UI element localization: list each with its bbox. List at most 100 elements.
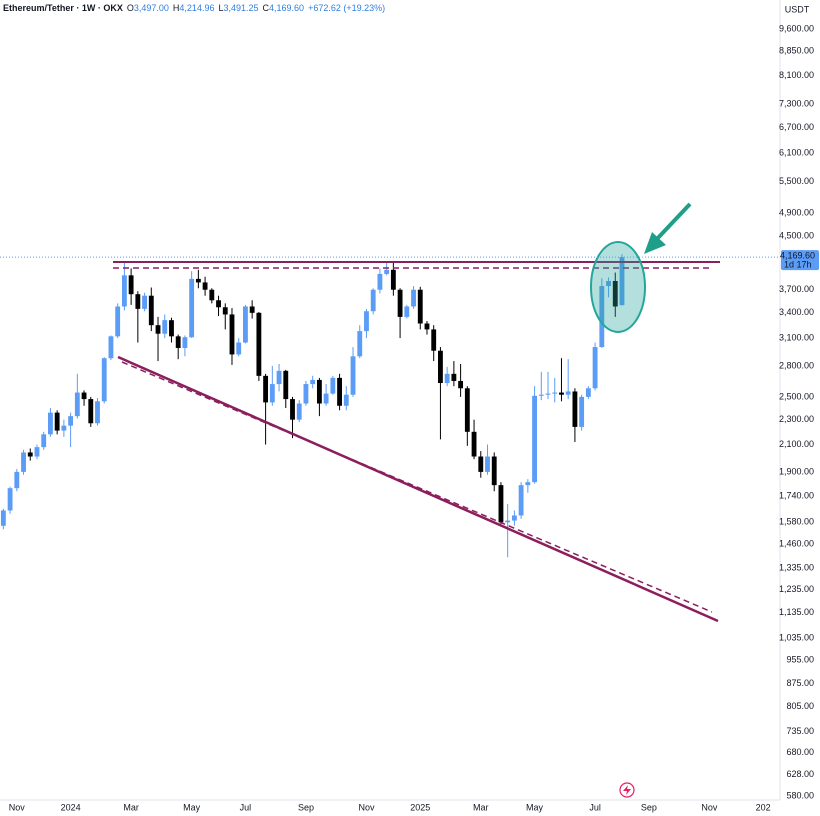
ohlc-value: 3,497.00	[134, 3, 169, 13]
candle-body	[222, 307, 228, 315]
candle-body	[471, 431, 477, 457]
y-tick-label: 4,500.00	[779, 231, 814, 241]
candle-body	[390, 269, 396, 290]
support-line	[117, 355, 719, 623]
candle-body	[182, 337, 188, 348]
candle-body	[81, 392, 87, 400]
candle-body	[438, 350, 443, 384]
candle-body	[142, 295, 147, 309]
candle-body	[310, 379, 316, 385]
candle-body	[404, 306, 410, 317]
y-tick-label: 1,335.00	[779, 563, 814, 573]
last-price-box	[781, 250, 819, 271]
candle-body	[7, 488, 13, 511]
currency: USDT	[785, 4, 810, 14]
ohlc-key: L	[218, 3, 223, 13]
candle-body	[269, 384, 275, 403]
candle-body	[444, 373, 450, 384]
y-tick-label: 1,740.00	[779, 490, 814, 500]
candle-body	[579, 396, 585, 427]
candle-body	[34, 447, 40, 457]
candle-body	[74, 392, 80, 417]
candle-body	[202, 282, 208, 290]
candle-body	[565, 391, 571, 395]
candle-body	[599, 286, 605, 348]
ohlc-key: C	[263, 3, 270, 13]
candle-body	[498, 485, 504, 523]
candle-body	[195, 278, 201, 283]
candle-body	[464, 388, 470, 432]
candle-body	[290, 399, 295, 420]
candle-body	[249, 306, 255, 313]
candle-body	[263, 375, 269, 403]
candle-body	[41, 434, 47, 448]
candle-body	[525, 482, 531, 486]
y-tick-label: 6,100.00	[779, 147, 814, 157]
x-tick-label: Nov	[701, 802, 718, 812]
y-tick-label: 628.00	[786, 769, 814, 779]
candle-body	[511, 515, 517, 521]
candle-body	[397, 289, 403, 317]
highlight-ellipse	[590, 241, 646, 333]
candle-body	[189, 278, 195, 338]
candle-body	[303, 384, 309, 404]
candle-body	[337, 377, 342, 406]
marks	[0, 254, 625, 558]
candle-body	[377, 273, 383, 290]
y-tick-label: 1,035.00	[779, 632, 814, 642]
candle-body	[27, 452, 33, 457]
candle-body	[101, 358, 107, 402]
y-tick-label: 3,700.00	[779, 284, 814, 294]
y-tick-label: 6,700.00	[779, 122, 814, 132]
y-tick-label: 2,100.00	[779, 439, 814, 449]
y-tick-label: 735.00	[786, 726, 814, 736]
y-tick-label: 9,600.00	[779, 24, 814, 34]
candle-body	[128, 275, 134, 295]
candle-body	[209, 289, 215, 301]
x-tick-label: Nov	[9, 802, 26, 812]
candle-body	[518, 485, 524, 516]
candle-body	[236, 342, 242, 355]
y-tick-label: 805.00	[786, 701, 814, 711]
x-tick-label: 2024	[61, 802, 81, 812]
y-tick-label: 875.00	[786, 678, 814, 688]
x-tick-label: Nov	[358, 802, 375, 812]
candle-body	[14, 471, 20, 489]
symbol: Ethereum/Tether · 1W · OKX	[3, 3, 123, 13]
candle-body	[296, 403, 302, 420]
y-tick-label: 3,100.00	[779, 332, 814, 342]
candle-body	[115, 306, 121, 337]
x-tick-label: 202	[756, 802, 771, 812]
y-tick-label: 8,850.00	[779, 46, 814, 56]
candle-body	[95, 401, 100, 424]
y-tick-label: 955.00	[786, 654, 814, 664]
candle-body	[612, 281, 618, 307]
candle-body	[411, 289, 416, 307]
candle-body	[54, 412, 60, 431]
candle-body	[216, 300, 221, 308]
x-tick-label: Jul	[589, 802, 601, 812]
candle-body	[276, 370, 282, 385]
candle-body	[21, 452, 26, 472]
change: +672.62 (+19.23%)	[308, 3, 385, 13]
candle-body	[48, 412, 53, 435]
candle-body	[505, 520, 511, 523]
candle-body	[478, 456, 484, 472]
candle-body	[162, 320, 168, 334]
x-tick-label: Mar	[123, 802, 139, 812]
x-tick-label: May	[526, 802, 544, 812]
x-tick-label: Jul	[240, 802, 252, 812]
candle-body	[552, 392, 558, 394]
x-tick-label: May	[183, 802, 201, 812]
candle-body	[323, 393, 329, 404]
y-tick-label: 7,300.00	[779, 98, 814, 108]
x-tick-label: 2025	[410, 802, 430, 812]
candle-body	[431, 329, 437, 351]
candle-body	[545, 393, 551, 395]
candle-body	[532, 395, 537, 483]
candle-body	[559, 392, 564, 395]
candle-body	[491, 456, 497, 486]
countdown: 1d 17h	[784, 259, 812, 269]
y-tick-label: 680.00	[786, 747, 814, 757]
